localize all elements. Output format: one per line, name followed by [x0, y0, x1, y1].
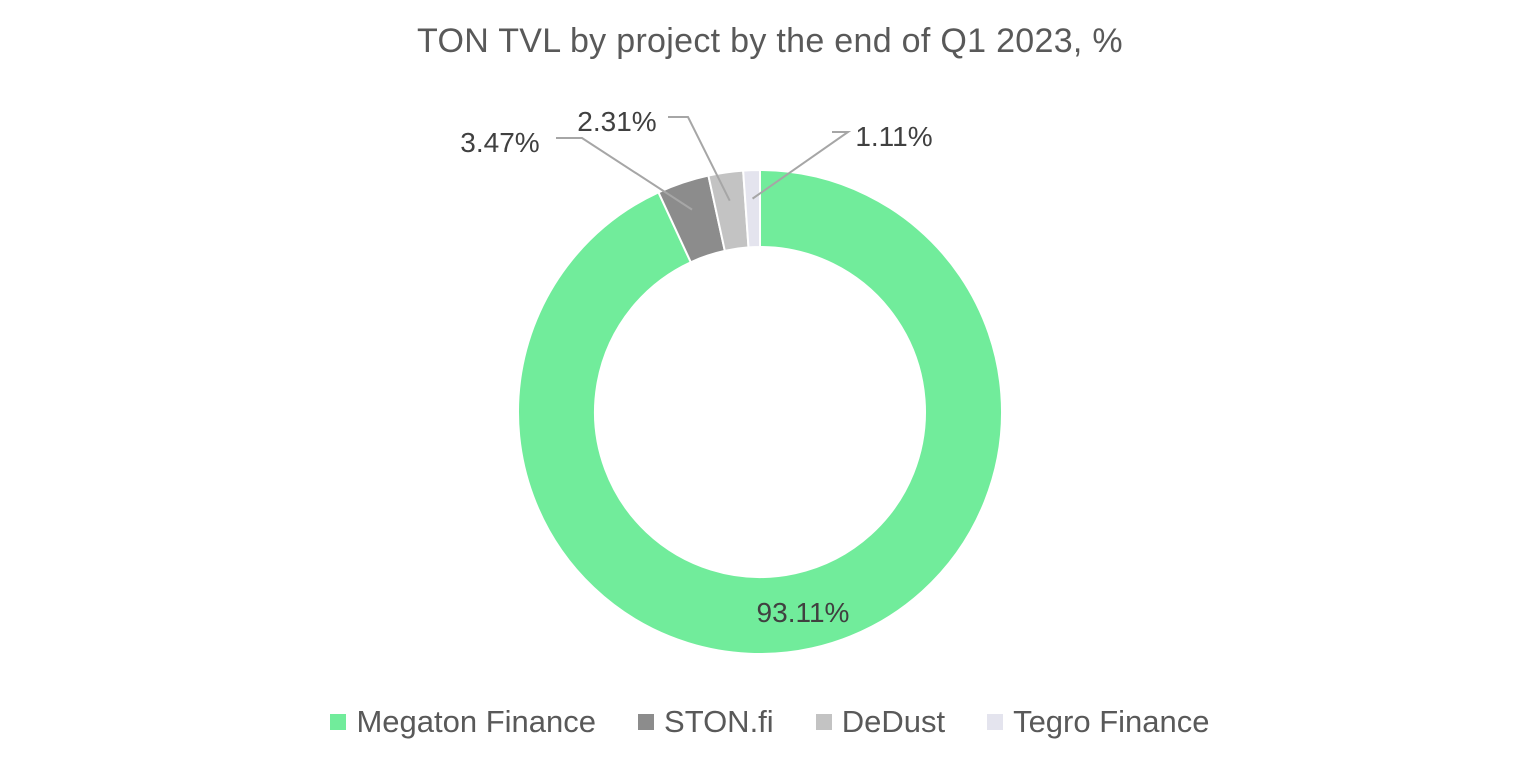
leader-line-ston-fi — [556, 137, 693, 211]
leader-line-dedust — [668, 116, 731, 202]
leader-lines — [556, 116, 852, 211]
legend-item-tegro-finance: Tegro Finance — [987, 704, 1210, 740]
legend: Megaton Finance STON.fi DeDust Tegro Financ… — [0, 704, 1540, 740]
legend-item-dedust: DeDust — [815, 704, 946, 740]
donut-slices — [517, 168, 1003, 655]
legend-label-ston-fi: STON.fi — [664, 704, 774, 739]
data-label-ston-fi: 3.47% — [460, 127, 539, 158]
slice-tegro-finance — [742, 168, 761, 249]
chart-title: TON TVL by project by the end of Q1 2023… — [417, 22, 1123, 60]
legend-label-tegro-finance: Tegro Finance — [1013, 704, 1210, 739]
legend-label-megaton-finance: Megaton Finance — [356, 704, 597, 739]
legend-swatch-tegro-finance — [987, 714, 1004, 730]
legend-item-megaton-finance: Megaton Finance — [330, 704, 596, 740]
data-labels: 93.11% 3.47% 2.31% 1.11% — [460, 106, 932, 628]
data-label-tegro-finance: 1.11% — [855, 121, 932, 152]
legend-swatch-ston-fi — [638, 714, 655, 730]
donut-chart: 93.11% 3.47% 2.31% 1.11% — [460, 106, 1003, 655]
legend-swatch-megaton-finance — [330, 714, 347, 730]
leader-line-tegro-finance — [751, 131, 852, 200]
slice-megaton-finance — [517, 168, 1003, 655]
legend-item-ston-fi: STON.fi — [638, 704, 774, 740]
legend-swatch-dedust — [815, 714, 832, 730]
data-label-megaton-finance: 93.11% — [757, 597, 850, 628]
legend-label-dedust: DeDust — [841, 704, 946, 739]
data-label-dedust: 2.31% — [577, 106, 656, 137]
